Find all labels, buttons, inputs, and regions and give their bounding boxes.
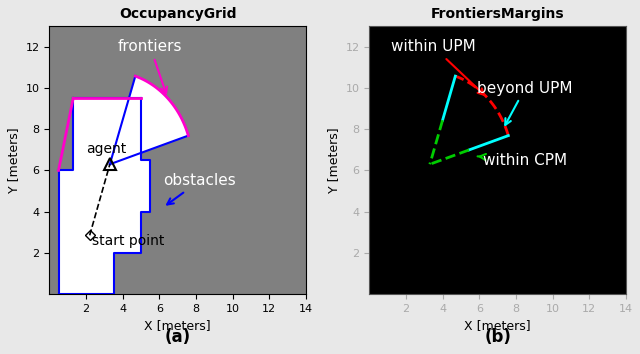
- Text: obstacles: obstacles: [163, 173, 236, 205]
- Y-axis label: Y [meters]: Y [meters]: [327, 127, 340, 193]
- Text: beyond UPM: beyond UPM: [477, 81, 573, 125]
- X-axis label: X [meters]: X [meters]: [145, 319, 211, 332]
- Title: OccupancyGrid: OccupancyGrid: [119, 7, 236, 21]
- Text: frontiers: frontiers: [118, 39, 182, 93]
- Text: start point: start point: [92, 234, 165, 247]
- Polygon shape: [58, 98, 150, 294]
- Wedge shape: [110, 76, 188, 164]
- Text: within CPM: within CPM: [477, 153, 567, 168]
- Text: agent: agent: [86, 142, 126, 156]
- Text: (a): (a): [164, 328, 191, 346]
- Text: within UPM: within UPM: [391, 39, 484, 95]
- Y-axis label: Y [meters]: Y [meters]: [7, 127, 20, 193]
- Title: FrontiersMargins: FrontiersMargins: [431, 7, 564, 21]
- Text: (b): (b): [484, 328, 511, 346]
- X-axis label: X [meters]: X [meters]: [465, 319, 531, 332]
